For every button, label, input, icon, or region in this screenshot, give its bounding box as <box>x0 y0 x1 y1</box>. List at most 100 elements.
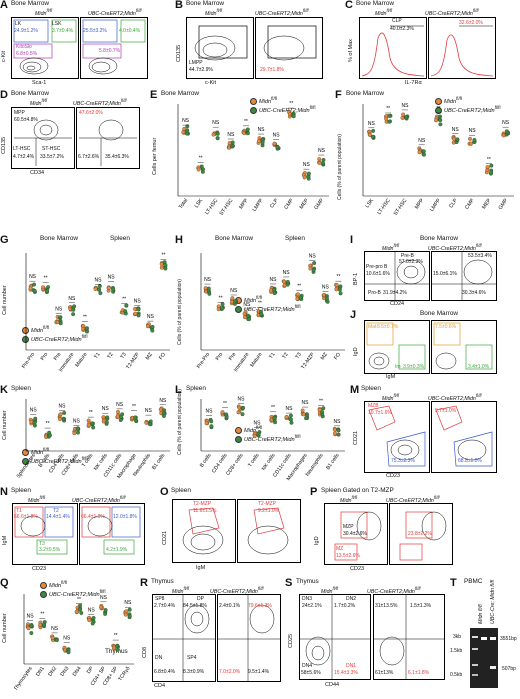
stat-label: ** <box>114 633 118 639</box>
data-point <box>163 263 168 268</box>
data-point <box>29 631 34 635</box>
panel-m: M Spleen Midnfl/fl UBC-CreERT2;Midnfl/fl… <box>350 385 520 485</box>
histogram-ko: 32.6±2.0% <box>428 17 496 79</box>
panel-l: L Spleen Midnfl/fl UBC-CreERT2;Midnfl/fl… <box>175 385 350 485</box>
data-point <box>284 415 289 420</box>
data-point <box>207 291 212 296</box>
stat-label: ** <box>219 295 223 301</box>
data-point <box>285 279 290 284</box>
stat-label: NS <box>368 121 376 127</box>
data-point <box>115 414 120 419</box>
panel-j: J Bone Marrow Mat 8.5±0.7% Im 3.9±0.3% 7… <box>350 310 520 385</box>
data-point <box>150 328 155 333</box>
stat-label: NS <box>182 118 190 124</box>
panel-letter: C <box>345 0 353 11</box>
category-label: Splenocytes <box>16 452 37 479</box>
data-point <box>32 423 37 428</box>
data-point <box>275 145 280 150</box>
data-point <box>99 605 104 610</box>
category-label: DP <box>86 665 95 675</box>
category-label: GMP <box>498 197 510 211</box>
panel-p: P Spleen Gated on T2-MZP Midnfl/fl UBC-C… <box>310 487 520 577</box>
data-point <box>417 150 422 155</box>
stat-label: ** <box>162 252 166 258</box>
category-label: B1 cells <box>325 452 341 471</box>
category-label: LT-HSC <box>377 197 392 215</box>
data-point <box>124 609 129 614</box>
stat-label: NS <box>63 636 71 642</box>
data-point <box>468 136 472 141</box>
stat-label: NS <box>283 270 291 276</box>
dotplot-h: NSPre-Pro**ProNSPreNSImmature**MatureNST… <box>196 253 345 373</box>
stat-label: ** <box>437 106 441 112</box>
data-point <box>504 129 509 134</box>
data-point <box>103 611 108 616</box>
data-point <box>452 136 457 141</box>
category-label: DN1 <box>35 666 46 678</box>
data-point <box>185 128 190 133</box>
data-point <box>211 132 216 137</box>
data-point <box>370 134 375 139</box>
stat-label: NS <box>108 275 116 281</box>
data-point <box>332 427 337 432</box>
category-label: CLP <box>448 197 459 209</box>
category-label: T2-MZP <box>125 351 141 370</box>
data-point <box>489 163 494 168</box>
stat-label: ** <box>386 106 390 112</box>
dotplot-f: NS LSK ** LT-HSC NS ST-HSC NS MPP ** LMPP NS CLP NS C… <box>362 103 514 217</box>
category-label: T2 <box>106 352 114 360</box>
panel-a: A Bone Marrow Midnfl/fl UBC-CreERT2;Midn… <box>0 0 175 90</box>
legend: Midnfl/fl UBC-CreERT2;Midnfl/fl <box>22 325 88 343</box>
data-point <box>317 157 322 162</box>
data-point <box>291 114 296 119</box>
data-point <box>87 618 92 623</box>
data-point <box>119 414 123 419</box>
data-point <box>136 313 141 318</box>
category-label: MEP <box>481 197 493 210</box>
category-label: T cells <box>247 452 261 468</box>
data-point <box>133 306 138 311</box>
stat-label: NS <box>258 127 266 133</box>
stat-label: NS <box>116 402 124 408</box>
data-point <box>136 307 141 312</box>
data-point <box>58 315 63 320</box>
data-point <box>468 141 473 146</box>
data-point <box>485 165 490 170</box>
data-point <box>371 128 376 133</box>
data-point <box>306 171 311 176</box>
data-point <box>245 131 250 136</box>
data-point <box>76 430 80 435</box>
data-point <box>150 324 155 329</box>
data-point <box>32 282 37 287</box>
data-point <box>33 416 38 421</box>
stat-label: NS <box>303 162 311 168</box>
stat-label: NS <box>418 138 426 144</box>
legend: Midnfl/fl UBC-CreERT2;Midnfl/fl <box>250 96 316 114</box>
flow-plot-ko: 7.5±0.6% 3.4±1.0% <box>431 320 497 374</box>
data-point <box>215 136 220 141</box>
data-point <box>289 420 294 425</box>
stat-label: NS <box>334 419 342 425</box>
stat-label: NS <box>30 407 38 413</box>
data-point <box>288 413 293 418</box>
stat-label: NS <box>51 626 59 632</box>
dotplot-g: NSPre-Pro**ProNSPreNSImmature**MatureNST… <box>21 252 170 373</box>
data-point <box>72 431 77 436</box>
data-point <box>196 167 201 172</box>
stat-label: NS <box>227 132 235 138</box>
legend: Midnfl/fl UBC-CreERT2;Midnfl/fl <box>435 96 501 114</box>
data-point <box>159 265 164 270</box>
data-point <box>337 287 342 292</box>
data-point <box>71 307 76 312</box>
data-point <box>282 279 287 284</box>
stat-label: ** <box>289 101 293 107</box>
legend: Midnfl/fl UBC-CreERT2;Midnfl/fl <box>22 447 88 465</box>
category-label: Pre-Pro <box>196 352 211 370</box>
category-label: DN3 <box>60 666 71 678</box>
data-point <box>158 407 163 412</box>
flow-plot-ko: 9.7±1.0% 68.8±1.0% <box>431 401 497 473</box>
stat-label: ** <box>258 301 262 307</box>
stat-label: ** <box>83 314 87 320</box>
stat-label: NS <box>270 277 278 283</box>
